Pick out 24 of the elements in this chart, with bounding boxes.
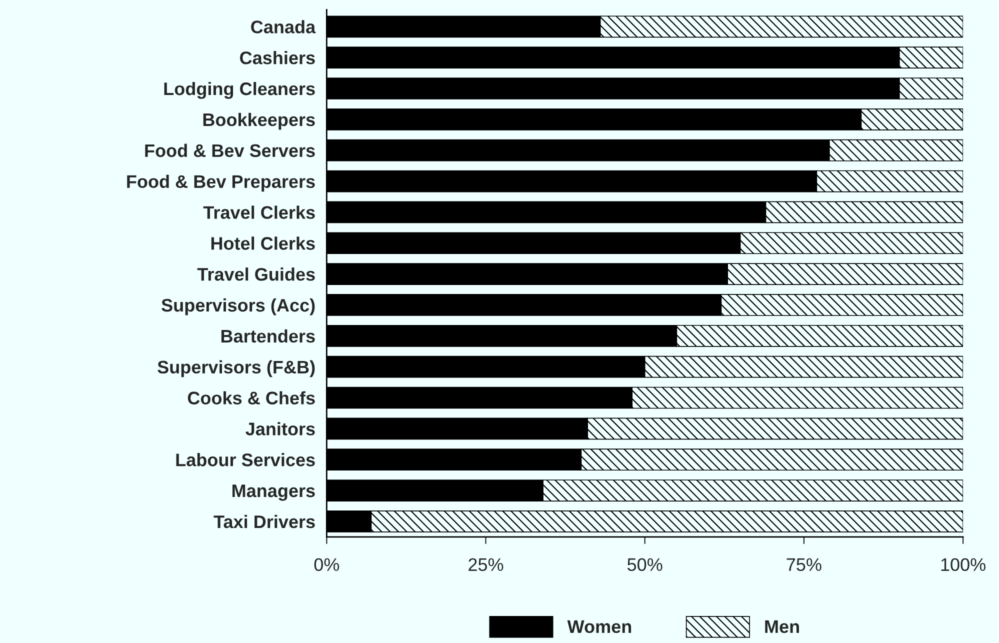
y-tick-label: Bookkeepers [203, 112, 315, 130]
y-tick-label: Taxi Drivers [214, 514, 315, 528]
y-tick-label: Travel Clerks [203, 206, 315, 219]
y-tick-label: Supervisors (Acc) [162, 298, 315, 316]
x-tick-label: 25% [468, 558, 504, 571]
y-tick-label: Cashiers [240, 51, 315, 64]
y-tick-label: Canada [251, 20, 316, 34]
y-tick-label: Food & Bev Preparers [127, 174, 315, 192]
y-tick-label: Bartenders [221, 329, 315, 343]
y-tick-label: Janitors [246, 422, 315, 436]
y-tick-label: Lodging Cleaners [164, 82, 315, 99]
y-tick-label: Managers [232, 484, 315, 501]
legend-label: Women [567, 620, 632, 634]
legend-label: Men [765, 620, 799, 634]
y-tick-label: Cooks & Chefs [188, 391, 315, 404]
y-tick-label: Hotel Clerks [211, 236, 315, 250]
y-tick-label: Labour Services [176, 453, 315, 466]
x-tick-label: 75% [786, 558, 822, 571]
y-tick-label: Travel Guides [197, 268, 315, 281]
x-tick-label: 50% [628, 558, 662, 571]
x-tick-label: 100% [941, 558, 986, 571]
y-tick-label: Supervisors (F&B) [158, 360, 315, 378]
x-tick-label: 0% [314, 558, 340, 571]
y-tick-label: Food & Bev Servers [145, 144, 315, 158]
